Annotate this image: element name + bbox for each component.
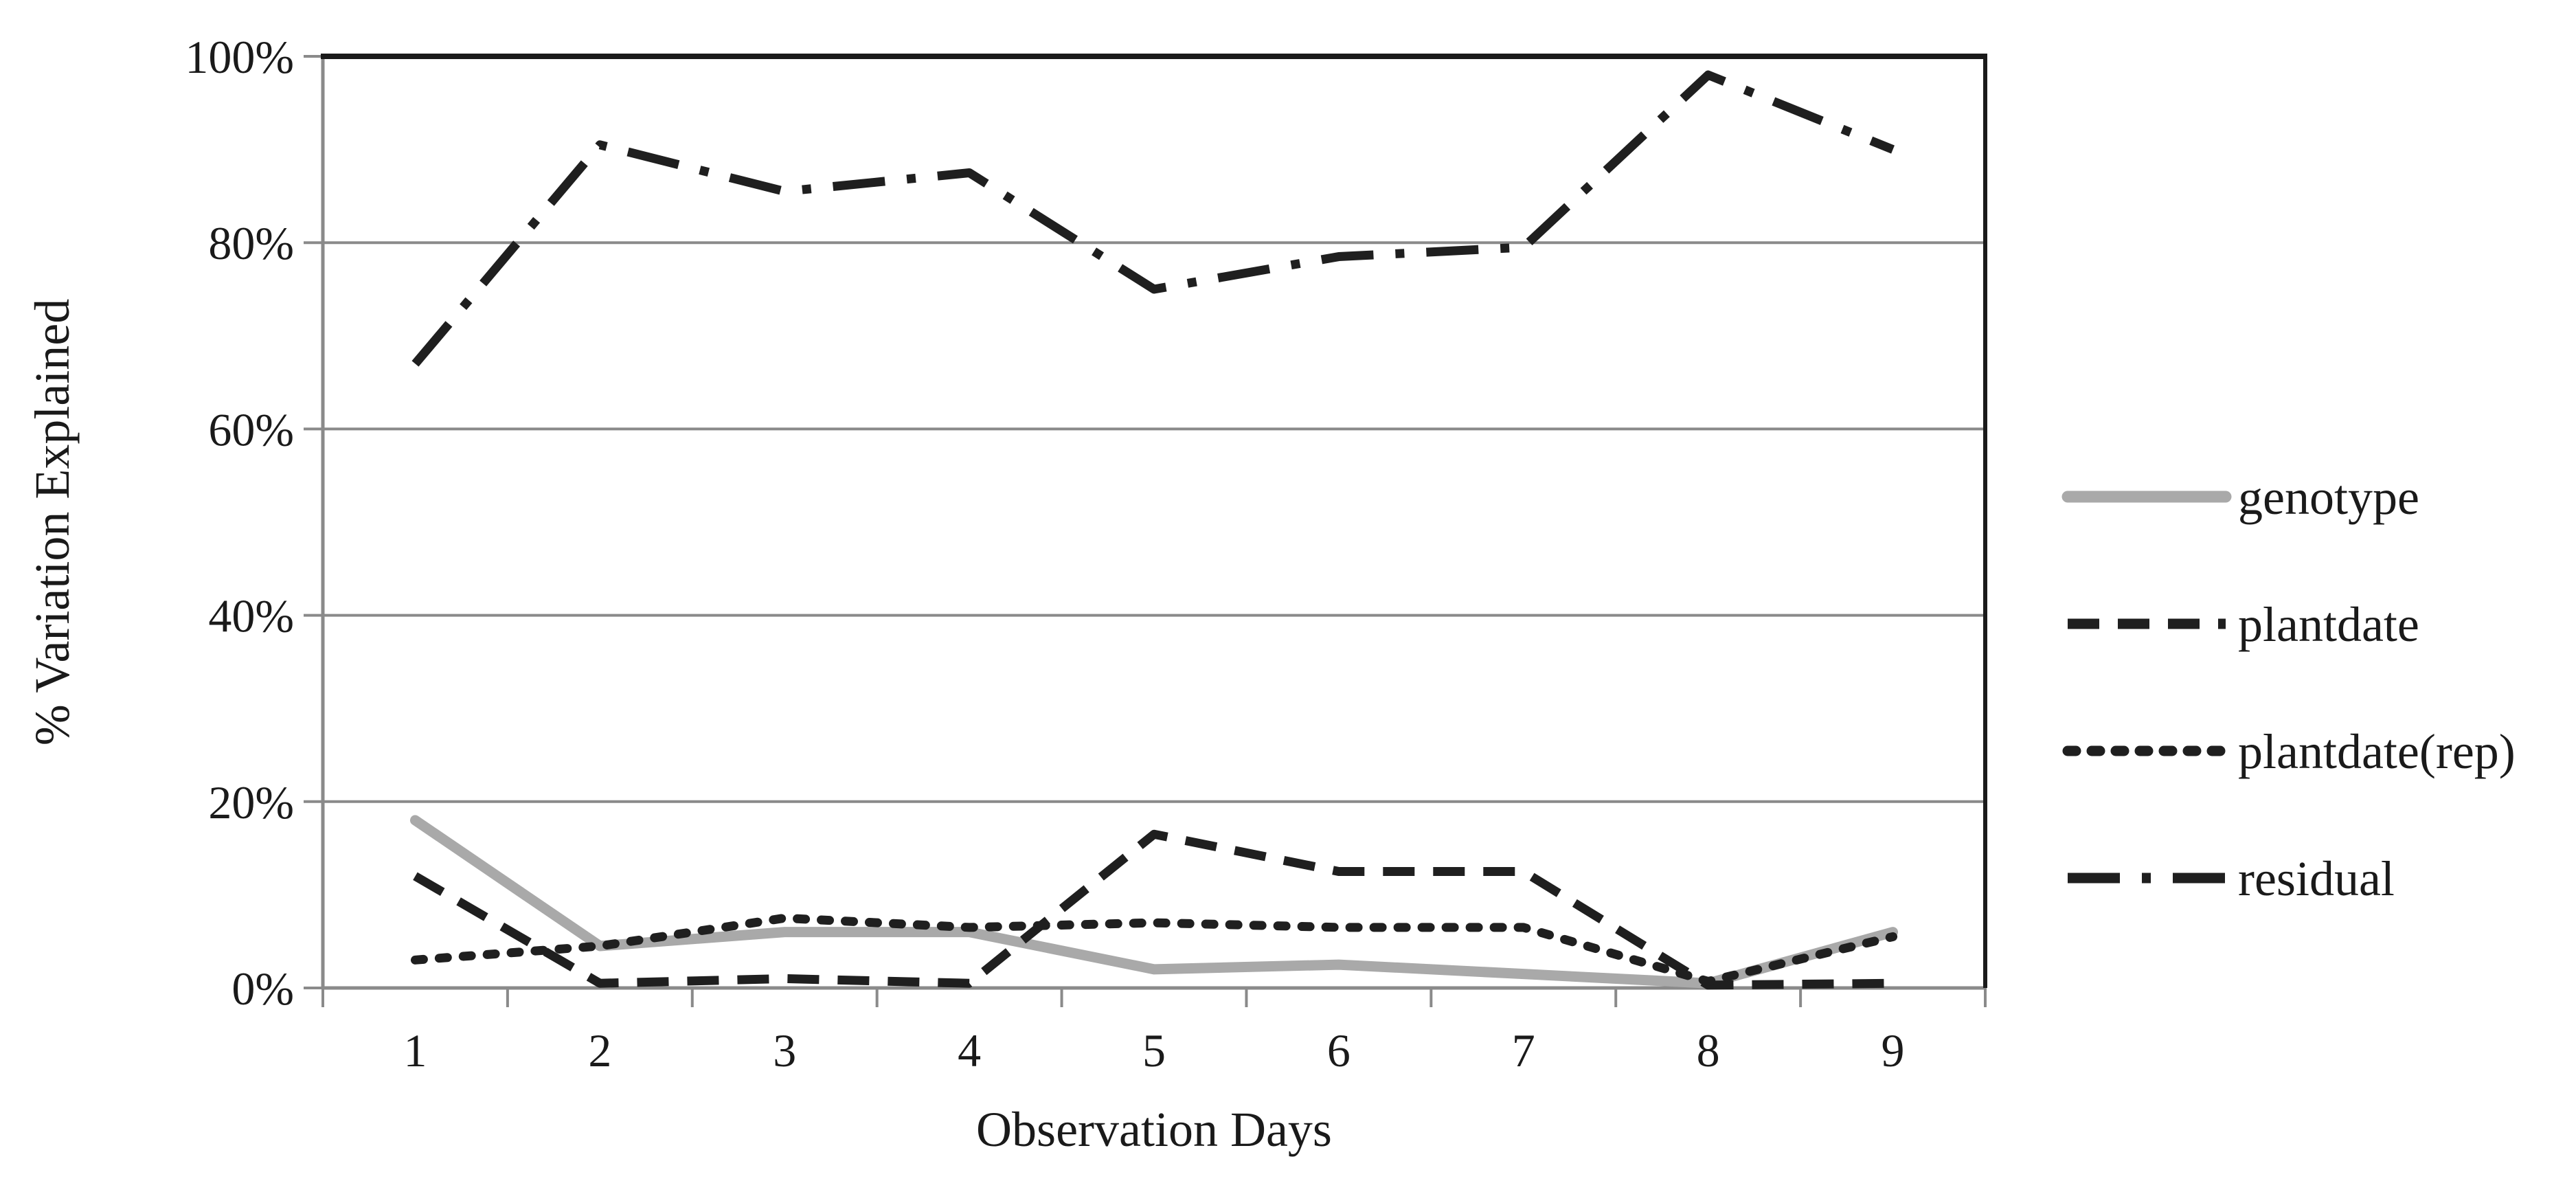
series-line-plantdate(rep)	[410, 913, 1898, 987]
axis-ticks	[304, 55, 1987, 1007]
y-tick-label: 100%	[185, 31, 294, 83]
legend-item-residual: residual	[2068, 851, 2395, 906]
x-tick-label: 2	[588, 1024, 611, 1077]
y-tick-labels: 0% 20% 40% 60% 80% 100%	[185, 31, 294, 1015]
x-tick-label: 7	[1512, 1024, 1535, 1077]
legend-item-plantdate: plantdate	[2068, 597, 2419, 652]
legend-label: genotype	[2238, 470, 2419, 525]
legend-label: residual	[2238, 851, 2395, 906]
x-tick-label: 8	[1697, 1024, 1720, 1077]
y-axis-title: % Variation Explained	[25, 299, 80, 746]
legend: genotype plantdate plantdate(rep) residual	[2061, 470, 2516, 906]
x-tick-labels: 1 2 3 4 5 6 7 8 9	[403, 1024, 1904, 1077]
x-axis-title: Observation Days	[976, 1102, 1332, 1157]
series-line-plantdate	[413, 829, 1893, 990]
x-tick-label: 1	[403, 1024, 427, 1077]
y-tick-label: 20%	[208, 776, 294, 829]
x-tick-label: 4	[958, 1024, 981, 1077]
legend-item-plantdate(rep): plantdate(rep)	[2062, 724, 2516, 779]
y-tick-label: 80%	[208, 217, 294, 269]
x-tick-label: 6	[1327, 1024, 1351, 1077]
y-tick-label: 60%	[208, 403, 294, 456]
y-tick-label: 0%	[231, 963, 294, 1015]
legend-label: plantdate(rep)	[2238, 724, 2516, 779]
series-lines	[409, 70, 1899, 990]
legend-item-genotype: genotype	[2061, 470, 2419, 525]
x-tick-label: 9	[1882, 1024, 1905, 1077]
legend-label: plantdate	[2238, 597, 2419, 652]
gridlines	[323, 241, 1985, 803]
series-line-genotype	[409, 815, 1899, 989]
x-tick-label: 3	[773, 1024, 796, 1077]
x-tick-label: 5	[1142, 1024, 1166, 1077]
y-tick-label: 40%	[208, 590, 294, 642]
plot-border	[321, 54, 1987, 990]
series-line-residual	[411, 70, 1895, 367]
